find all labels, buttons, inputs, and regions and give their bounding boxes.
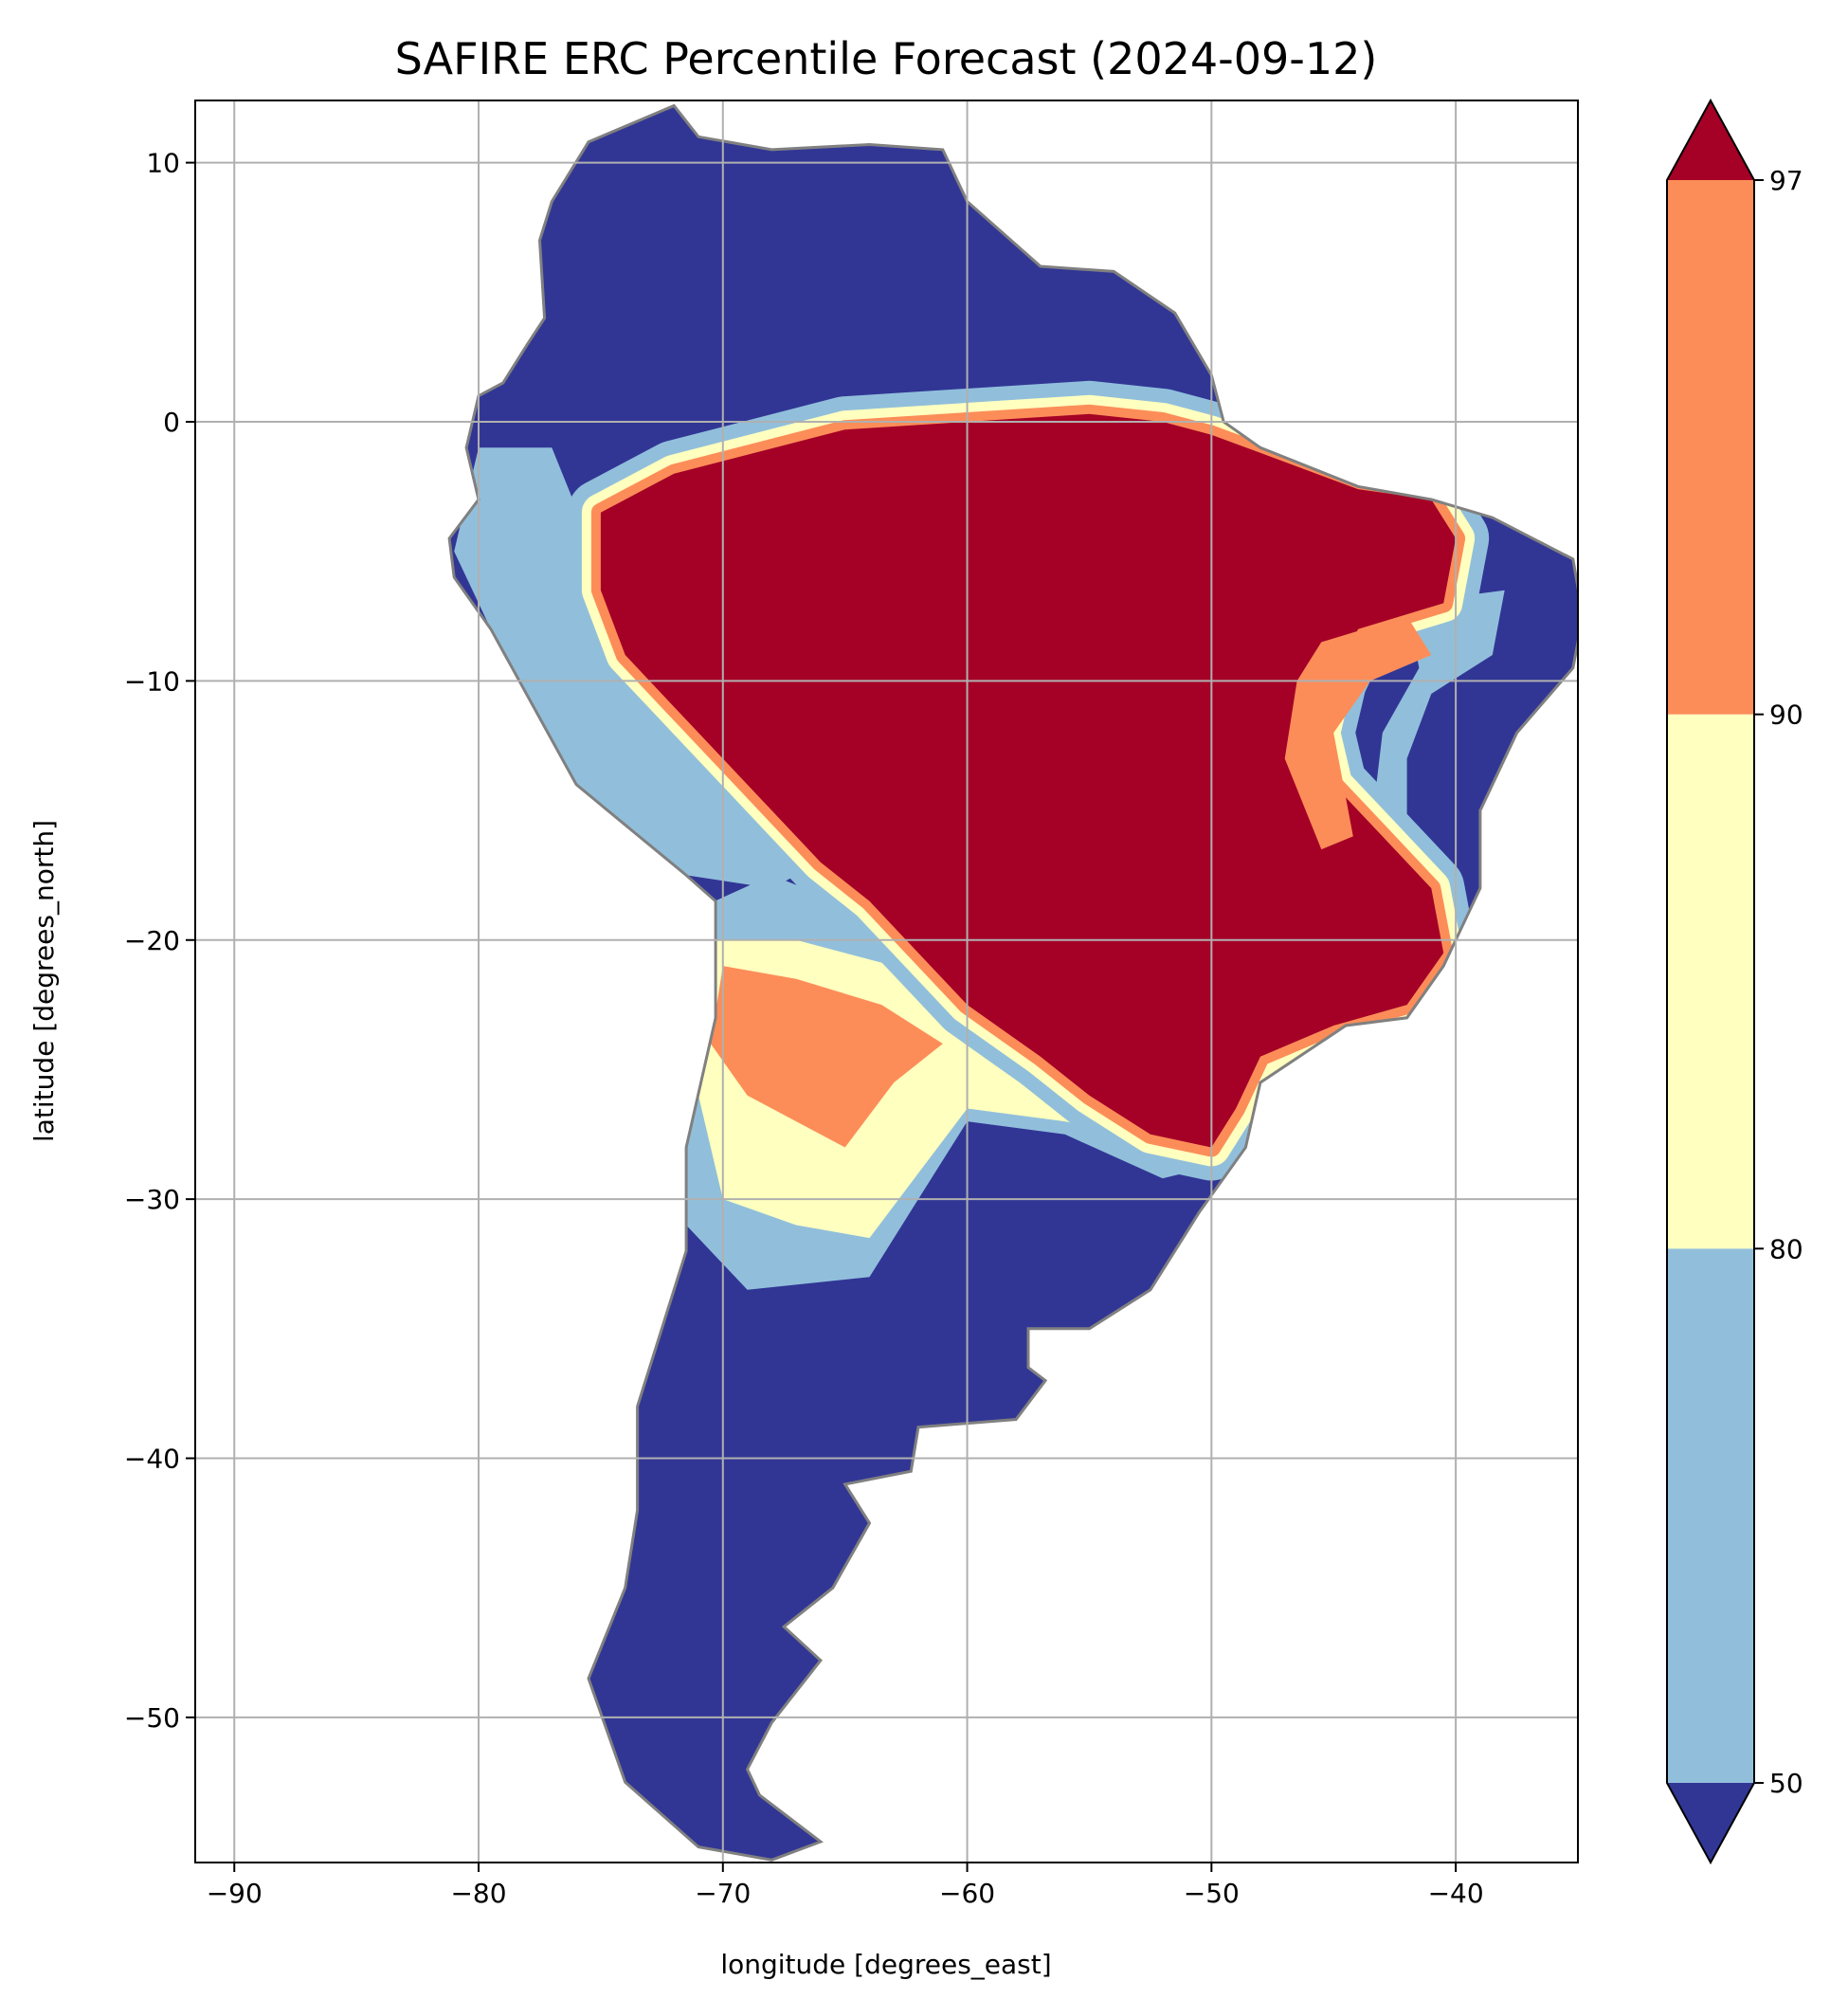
colorbar-tick-label: 80 bbox=[1769, 1233, 1803, 1264]
y-tick-label: 10 bbox=[146, 148, 180, 179]
x-tick-label: −90 bbox=[207, 1878, 263, 1909]
plot-area bbox=[194, 100, 1579, 1863]
region-south-90-97 bbox=[710, 966, 943, 1148]
chart-title: SAFIRE ERC Percentile Forecast (2024-09-… bbox=[395, 33, 1378, 84]
colorbar-tick-label: 50 bbox=[1769, 1768, 1803, 1799]
region-above-97 bbox=[600, 413, 1457, 1148]
colorbar-tick-label: 97 bbox=[1769, 165, 1803, 196]
colorbar-tick-label: 90 bbox=[1769, 700, 1803, 731]
x-tick-label: −40 bbox=[1428, 1878, 1484, 1909]
x-tick-label: −80 bbox=[450, 1878, 506, 1909]
x-tick-label: −60 bbox=[939, 1878, 995, 1909]
y-tick-label: −20 bbox=[124, 925, 180, 956]
y-tick-label: −50 bbox=[124, 1702, 180, 1734]
colorbar-extend-min bbox=[1667, 1783, 1754, 1863]
y-tick-label: 0 bbox=[163, 407, 180, 438]
x-axis-label: longitude [degrees_east] bbox=[720, 1949, 1051, 1980]
colorbar-extend-max bbox=[1667, 100, 1754, 180]
y-axis-label: latitude [degrees_north] bbox=[28, 820, 60, 1142]
colorbar-segment-90-97 bbox=[1667, 180, 1754, 715]
colorbar-segment-80-90 bbox=[1667, 714, 1754, 1249]
colorbar: 50 80 90 97 bbox=[1666, 98, 1803, 1865]
y-tick-label: −10 bbox=[124, 665, 180, 697]
x-tick-label: −50 bbox=[1184, 1878, 1240, 1909]
x-tick-label: −70 bbox=[695, 1878, 751, 1909]
axes-frame bbox=[194, 100, 1579, 1863]
colorbar-segment-50-80 bbox=[1667, 1248, 1754, 1783]
y-tick-label: −30 bbox=[124, 1184, 180, 1215]
y-tick-label: −40 bbox=[124, 1444, 180, 1475]
region-east-90-97 bbox=[1284, 616, 1432, 850]
